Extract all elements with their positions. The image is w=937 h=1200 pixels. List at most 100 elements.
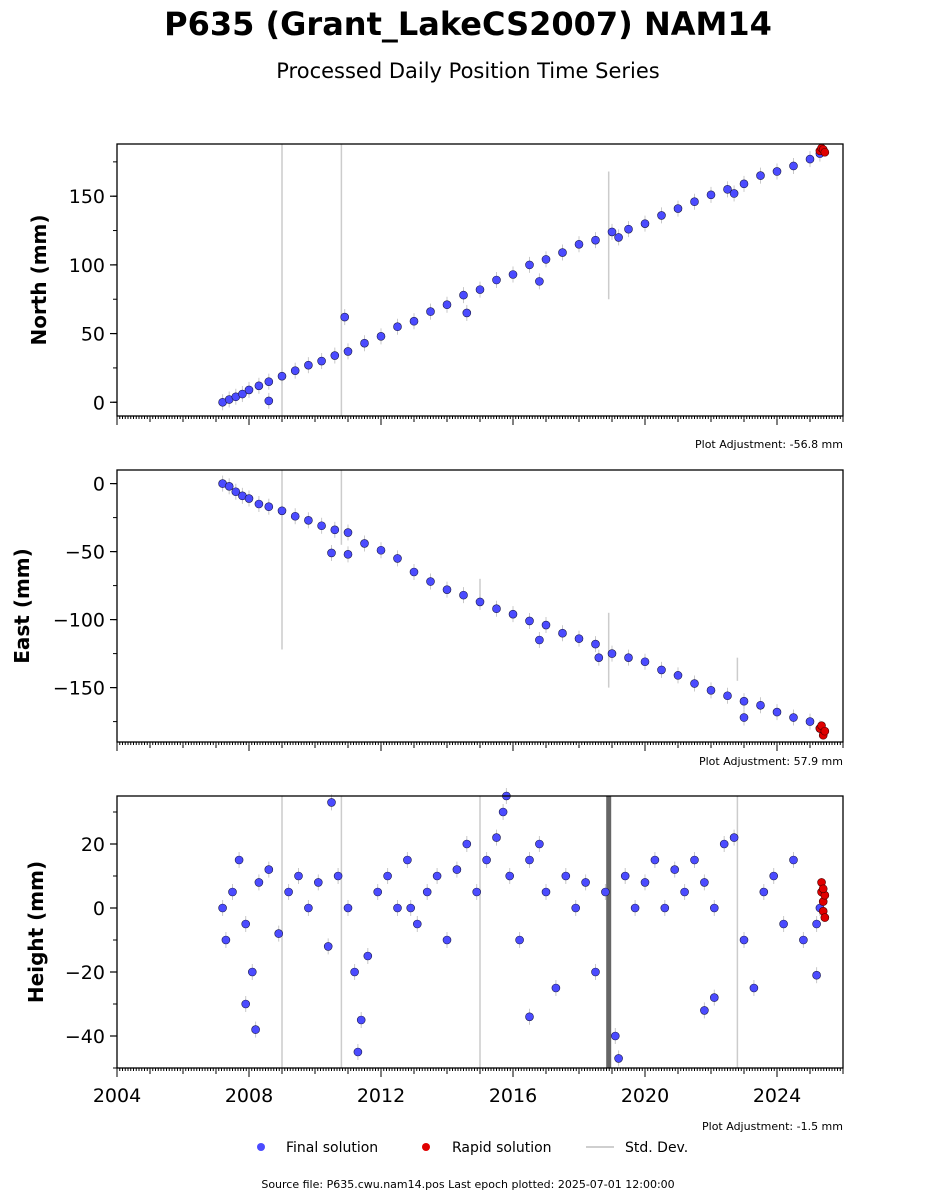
north-final-point: [723, 185, 732, 194]
north-final-point: [442, 300, 452, 310]
east-final-point: [541, 620, 551, 630]
height-final-point: [571, 903, 581, 913]
north-final-point: [459, 290, 468, 300]
north-ylabel: North (mm): [27, 214, 51, 345]
height-final-point: [241, 999, 250, 1009]
east-final-point: [657, 665, 666, 675]
figure-subtitle: Processed Daily Position Time Series: [276, 59, 660, 83]
height-final-point: [620, 871, 630, 881]
xtick-label: 2004: [93, 1085, 141, 1107]
north-panel: 0 50 100 150 North (mm): [27, 143, 844, 425]
east-final-point: [756, 700, 765, 710]
height-final-point: [422, 887, 432, 897]
height-final-point: [373, 887, 383, 897]
height-final-point: [304, 903, 313, 913]
height-final-point: [350, 967, 359, 977]
east-final-point: [558, 628, 567, 638]
height-final-point: [660, 903, 670, 913]
height-final-point: [482, 855, 491, 865]
east-final-point: [304, 516, 313, 525]
north-final-point: [238, 389, 247, 399]
north-final-point: [574, 239, 584, 249]
north-final-point: [541, 255, 551, 264]
height-final-point: [610, 1031, 620, 1041]
height-final-point: [228, 887, 237, 897]
east-final-point: [508, 609, 518, 619]
height-final-point: [412, 919, 422, 929]
height-final-point: [670, 865, 680, 874]
east-final-point: [640, 657, 650, 667]
east-final-point: [264, 502, 274, 512]
north-final-point: [343, 347, 353, 356]
north-ytick-label: 50: [81, 324, 105, 346]
north-final-point: [673, 204, 683, 213]
figure-title: P635 (Grant_LakeCS2007) NAM14: [164, 5, 772, 43]
height-final-point: [515, 935, 524, 945]
east-final-point: [591, 639, 600, 649]
xtick-label: 2020: [621, 1085, 669, 1107]
east-ytick-label: −150: [53, 678, 105, 700]
north-final-point: [462, 308, 472, 318]
east-plot-adjustment: Plot Adjustment: 57.9 mm: [699, 755, 843, 768]
height-ytick-label: 0: [93, 898, 105, 920]
east-ytick-label: −100: [53, 610, 105, 632]
height-final-point: [799, 935, 808, 945]
east-final-point: [343, 550, 353, 559]
height-ytick-label: 20: [81, 834, 105, 856]
height-rapid-point: [820, 913, 830, 922]
height-final-point: [442, 935, 452, 945]
xtick-label: 2008: [225, 1085, 273, 1107]
height-final-point: [561, 871, 571, 881]
height-final-point: [294, 871, 303, 881]
east-final-point: [426, 577, 435, 586]
east-final-point: [574, 634, 584, 643]
north-final-point: [739, 179, 749, 189]
east-final-point: [231, 487, 241, 497]
north-final-point: [525, 260, 534, 270]
height-final-point: [505, 871, 515, 881]
east-final-point: [327, 548, 336, 558]
height-final-point: [601, 887, 610, 897]
north-final-point: [756, 171, 765, 180]
east-final-point: [673, 671, 683, 680]
height-ytick-label: −40: [65, 1026, 105, 1048]
north-final-point: [805, 154, 815, 164]
height-plot-adjustment: Plot Adjustment: -1.5 mm: [702, 1120, 843, 1133]
north-final-point: [290, 366, 300, 375]
height-final-point: [313, 878, 323, 887]
north-final-point: [607, 227, 617, 237]
height-final-point: [749, 983, 759, 993]
north-final-point: [729, 189, 739, 198]
north-rapid-point: [820, 147, 830, 157]
east-final-point: [739, 696, 749, 706]
east-final-point: [723, 691, 732, 701]
east-ylabel: East (mm): [10, 548, 34, 664]
north-axes-frame: [116, 143, 844, 417]
north-final-point: [492, 275, 501, 285]
north-final-point: [690, 197, 699, 206]
east-final-point: [360, 539, 369, 548]
height-final-point: [383, 871, 392, 881]
height-final-point: [709, 993, 719, 1002]
height-final-point: [327, 798, 336, 807]
north-final-point: [304, 360, 313, 370]
north-final-point: [706, 190, 716, 200]
height-final-point: [241, 919, 250, 929]
east-final-point: [772, 707, 782, 717]
east-final-point: [739, 713, 749, 722]
east-final-point: [317, 521, 326, 531]
north-final-point: [591, 235, 600, 245]
north-final-point: [624, 224, 633, 234]
north-final-point: [772, 167, 782, 176]
height-panel: 20 0 −20 −40 2004 2008 2012 2016 2020 2024 Height …: [24, 788, 844, 1107]
east-final-point: [525, 616, 534, 626]
xtick-label: 2016: [489, 1085, 537, 1107]
height-final-point: [700, 1006, 709, 1015]
east-final-point: [624, 653, 633, 662]
height-final-point: [812, 970, 821, 980]
height-final-point: [812, 919, 821, 929]
height-final-point: [234, 855, 244, 865]
height-final-point: [218, 903, 227, 913]
height-final-point: [403, 855, 412, 865]
north-final-point: [614, 233, 623, 242]
